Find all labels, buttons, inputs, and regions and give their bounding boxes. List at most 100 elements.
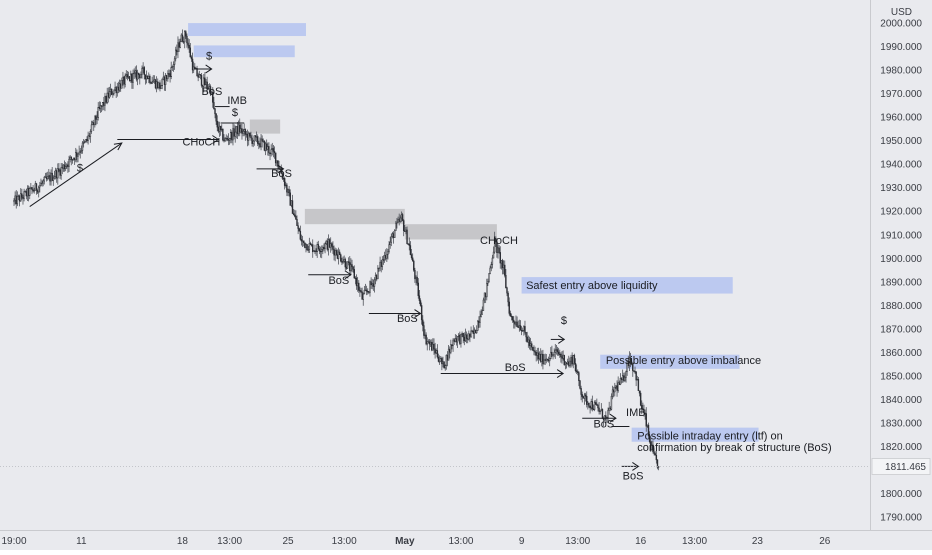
candle-body [49,175,51,182]
candle-body [256,136,259,144]
candle-body [116,86,119,94]
candle-body [235,126,238,133]
candle-body [35,183,38,191]
candle-body [41,182,43,185]
y-tick-label: 1890.000 [880,277,922,288]
candle-body [222,128,224,141]
candle-body [76,152,78,157]
candle-body [294,214,296,217]
candle-body [143,67,145,75]
candle-body [513,319,515,323]
candle-body [618,382,620,385]
candle-body [493,237,496,253]
candle-body [315,250,317,253]
candle-body [111,88,113,95]
candle-body [407,243,409,245]
candle-body [255,136,258,138]
candle-body [70,156,72,160]
candle-body [657,466,660,468]
candle-body [570,357,572,362]
candle-body [296,218,298,226]
candle-body [286,184,288,193]
candle-body [95,115,97,120]
candle-body [72,157,75,160]
candle-body [277,160,279,167]
zone-box [193,45,295,58]
candle-body [426,341,428,345]
candle-body [548,358,551,362]
candle-body [578,372,580,382]
candle-body [45,176,48,180]
candle-body [596,404,598,406]
candle-body [462,333,464,338]
candle-body [336,254,339,259]
annotation-label: IMB [626,407,646,419]
candle-body [424,334,426,337]
candle-body [268,146,270,154]
candle-body [61,167,63,169]
candle-body [16,195,19,205]
candle-body [610,395,613,410]
candle-body [318,248,321,252]
candle-body [327,239,330,250]
trend-arrow [29,142,123,207]
candle-body [180,34,183,42]
candle-body [310,244,313,246]
candle-body [397,219,399,223]
candle-body [161,78,163,86]
candle-body [93,122,95,126]
candle-body [376,275,378,280]
y-tick-label: 1800.000 [880,489,922,500]
candle-body [507,292,509,303]
candle-body [368,291,370,293]
candle-body [159,82,161,89]
x-axis[interactable]: 19:00 11 18 13:00 25 13:00 May 13:00 9 13:00 16 13:… [1,536,830,547]
candle-body [629,357,632,365]
candle-body [589,406,591,409]
candle-body [309,243,312,245]
y-axis[interactable]: 1790.0001800.0001810.0001820.0001830.000… [880,19,922,524]
candle-body [182,41,185,43]
candle-body [338,251,341,255]
candle-body [433,344,435,350]
candle-body [265,143,268,150]
candle-body [199,74,202,76]
annotation-label: IMB [227,95,247,107]
candle-body [554,349,556,353]
candle-body [52,177,55,181]
candle-body [209,86,212,95]
candle-body [360,290,362,293]
candle-body [646,424,649,427]
candle-body [419,300,422,306]
candle-body [464,334,467,342]
candle-body [475,330,478,334]
y-tick-label: 1980.000 [880,66,922,77]
candle-body [466,338,469,340]
candle-body [152,80,154,83]
candle-body [490,264,492,269]
candle-body [334,250,336,256]
candle-body [580,388,582,395]
candle-body [67,164,69,167]
candle-body [416,276,418,284]
candle-body [619,378,622,385]
candle-body [154,79,157,89]
candle-body [305,244,307,248]
candle-body [249,132,251,136]
candle-body [112,93,114,95]
candle-body [267,146,269,150]
candle-body [362,293,364,300]
candle-body [290,200,293,206]
candle-body [385,255,387,259]
annotation-label: $ [561,315,567,327]
candle-body [437,356,440,362]
candle-body [404,230,406,232]
candle-body [321,248,323,252]
candle-body [179,41,181,48]
candle-body [533,349,535,352]
candle-body [23,191,25,199]
y-tick-label: 1940.000 [880,160,922,171]
candle-body [588,402,590,407]
